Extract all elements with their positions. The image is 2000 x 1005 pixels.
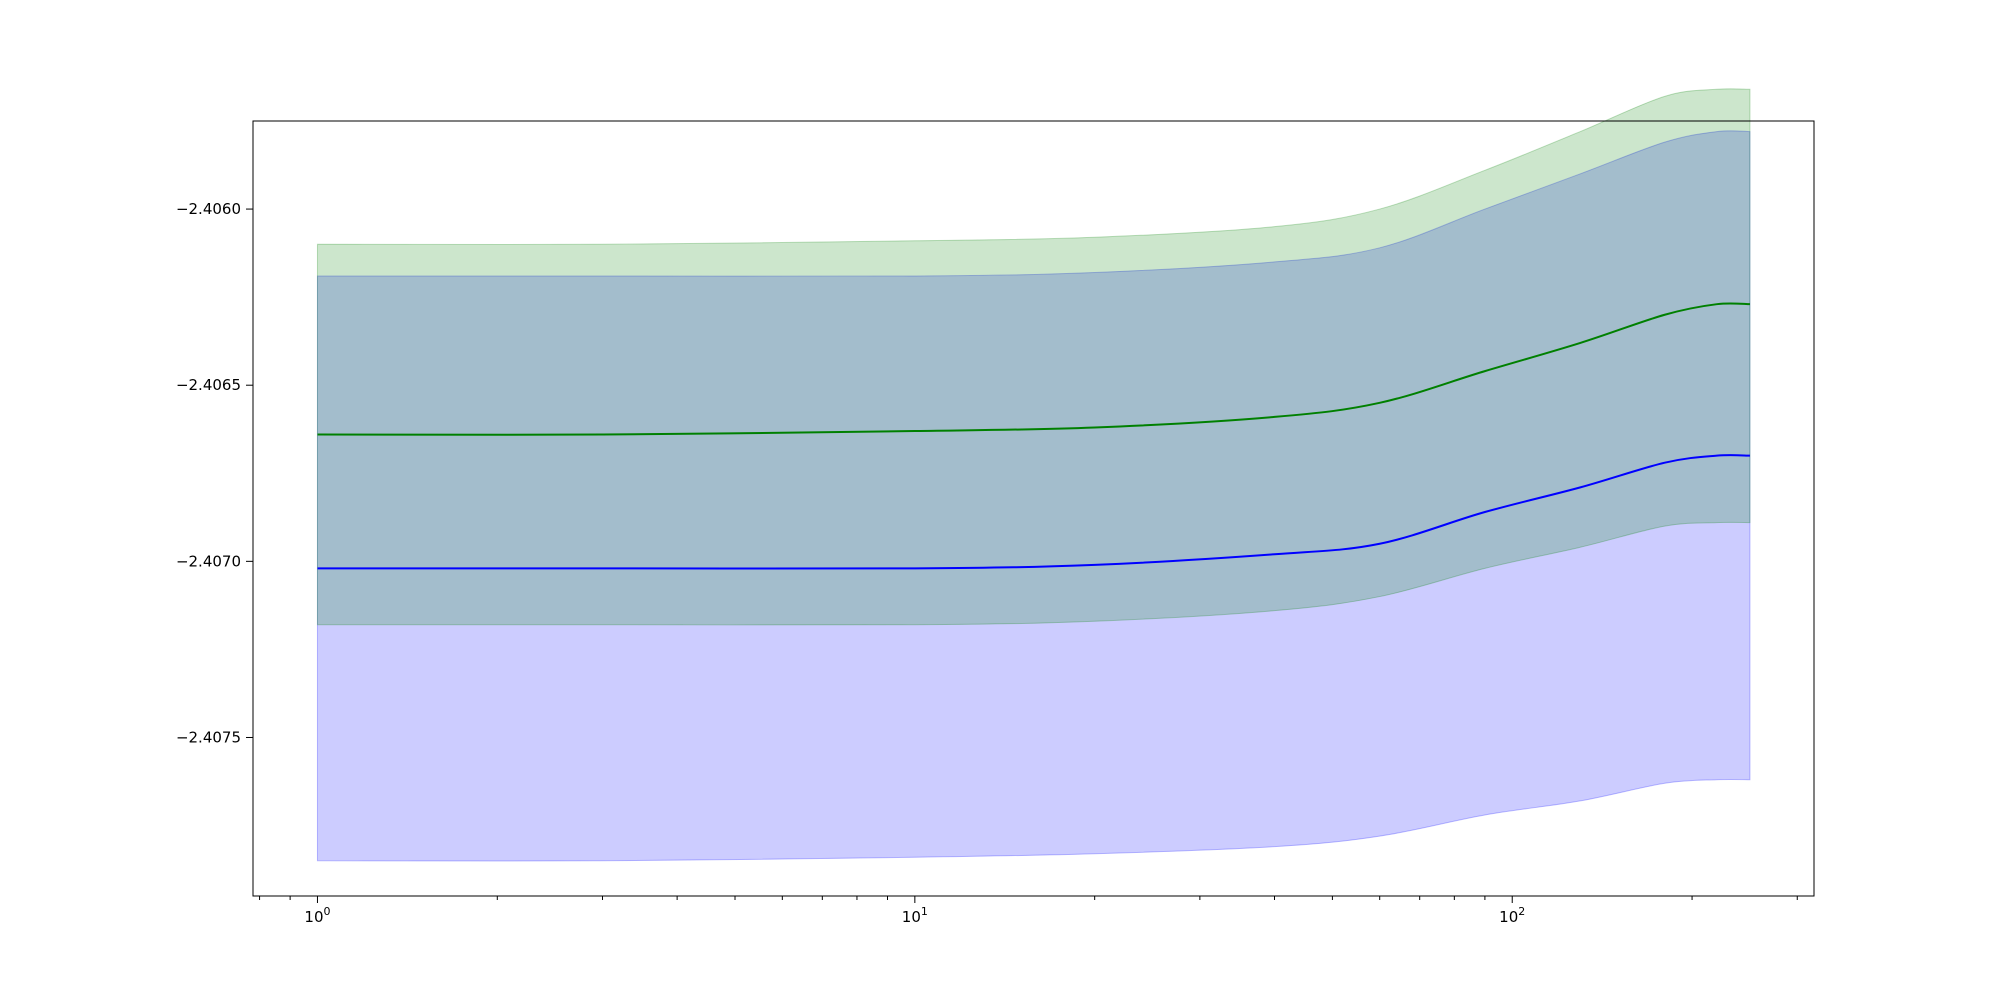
confidence-bands [316, 88, 1751, 862]
line-series-0 [317, 454, 1750, 570]
y-tick-label: −2.4065 [176, 376, 241, 394]
series-lines [317, 302, 1750, 570]
x-tick-label: 101 [902, 905, 928, 926]
y-tick-label: −2.4060 [176, 200, 241, 218]
x-tick-label: 102 [1499, 905, 1525, 926]
band-series-1 [316, 88, 1751, 626]
x-tick-label: 100 [304, 905, 330, 926]
x-axis: 100 101 102 [259, 896, 1798, 926]
y-tick-label: −2.4075 [176, 728, 241, 746]
y-axis: −2.4060 −2.4065 −2.4070 −2.4075 [176, 200, 253, 746]
line-series-1 [317, 302, 1750, 436]
y-tick-label: −2.4070 [176, 552, 241, 570]
plot-frame [252, 120, 1815, 897]
